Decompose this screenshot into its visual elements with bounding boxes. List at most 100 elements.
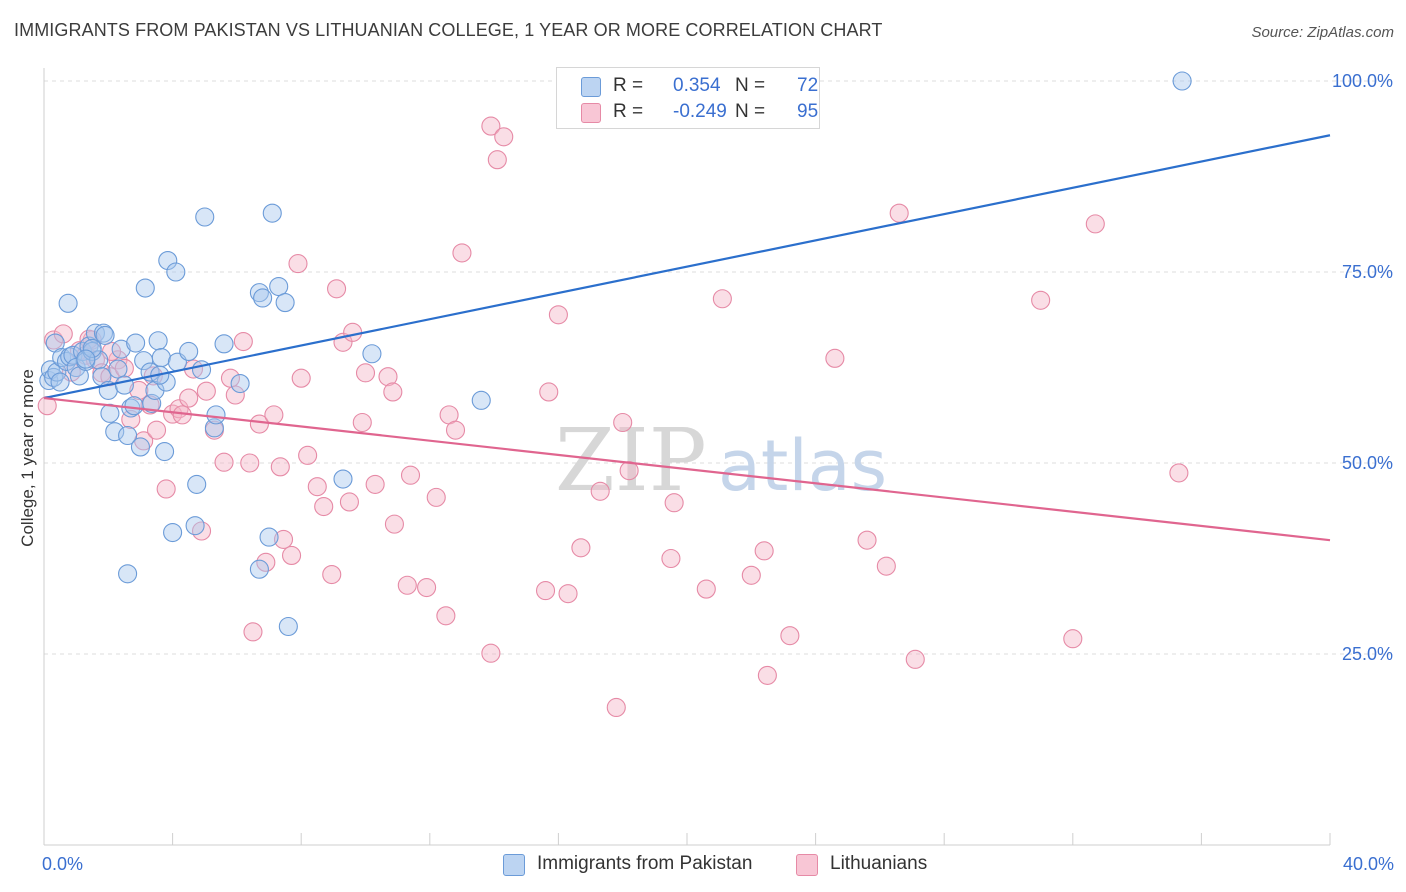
pakistan-point <box>130 437 150 457</box>
lithuanian-point <box>905 649 925 669</box>
lithuanian-point <box>146 420 167 440</box>
pakistan-point <box>275 293 295 313</box>
lithuanians-swatch <box>581 103 601 123</box>
pakistan-points <box>39 71 1192 637</box>
pakistan-point <box>151 348 171 368</box>
lithuanian-point <box>378 367 398 387</box>
lithuanian-point <box>825 348 845 368</box>
lithuanian-point <box>436 606 456 626</box>
pakistan-point <box>179 341 199 362</box>
pakistan-point <box>105 422 125 442</box>
lithuanian-point <box>548 305 568 325</box>
y-tick-label: 25.0% <box>1342 644 1393 664</box>
lithuanian-point <box>273 529 294 549</box>
pakistan-point <box>118 425 138 446</box>
lithuanian-point <box>307 477 327 497</box>
gridlines <box>44 80 1392 655</box>
pakistan-point <box>206 405 226 425</box>
lithuanian-point <box>288 254 308 274</box>
lithuanian-point <box>780 626 800 646</box>
y-tick-label: 50.0% <box>1342 453 1393 473</box>
y-tick-labels: 25.0% 50.0% 75.0% 100.0% <box>1332 71 1393 664</box>
n-label: N = <box>735 101 766 122</box>
pakistan-point <box>50 372 70 392</box>
series-legend: Immigrants from Pakistan Lithuanians <box>0 852 1406 878</box>
lithuanian-point <box>365 474 385 494</box>
pakistan-point <box>155 441 175 462</box>
lithuanian-point <box>291 368 311 388</box>
lithuanian-point <box>233 331 253 352</box>
pakistan-point <box>126 333 146 353</box>
source-label: Source: ZipAtlas.com <box>1251 24 1394 41</box>
lithuanian-point <box>558 584 578 604</box>
pakistan-point <box>124 396 144 416</box>
lithuanian-point <box>494 127 514 147</box>
pakistan-point <box>187 474 207 494</box>
lithuanian-point <box>400 465 421 485</box>
lithuanian-point <box>243 622 263 642</box>
stats-legend: R = 0.354 N = 72 R = -0.249 N = 95 <box>556 67 820 129</box>
pakistan-trendline <box>43 134 1331 400</box>
lithuanian-point <box>661 548 681 569</box>
n-value: 95 <box>797 101 819 122</box>
lithuanian-point <box>741 565 761 585</box>
lithuanian-point <box>481 643 501 663</box>
pakistan-point <box>118 564 138 584</box>
lithuanian-point <box>114 358 134 378</box>
lithuanian-point <box>539 382 559 402</box>
lithuanian-point <box>889 203 909 223</box>
watermark-zip: ZIP <box>555 411 707 511</box>
pakistan-point <box>185 516 205 536</box>
lithuanian-point <box>606 697 626 718</box>
pakistan-legend-swatch <box>503 854 525 876</box>
watermark: ZIP atlas <box>555 411 887 511</box>
r-value: -0.249 <box>673 101 727 122</box>
pakistan-point <box>195 207 215 227</box>
lithuanian-point <box>1063 629 1083 649</box>
x-tick-labels: 0.0% 40.0% <box>42 854 1394 874</box>
lithuanian-point <box>535 581 556 601</box>
pakistan-point <box>166 262 186 282</box>
pakistan-point <box>82 338 102 358</box>
lithuanian-point <box>712 289 732 309</box>
lithuanian-point <box>571 538 591 558</box>
lithuanian-point <box>1085 214 1105 234</box>
pakistan-point <box>135 278 155 298</box>
lithuanian-point <box>298 445 318 465</box>
pakistan-point <box>259 527 279 547</box>
r-value: 0.354 <box>673 75 721 96</box>
lithuanian-point <box>44 330 64 350</box>
chart-title: IMMIGRANTS FROM PAKISTAN VS LITHUANIAN C… <box>14 20 883 40</box>
pakistan-point <box>249 559 269 579</box>
lithuanian-point <box>426 487 446 507</box>
lithuanian-point <box>397 575 417 595</box>
lithuanian-point <box>590 481 610 501</box>
pakistan-point <box>230 373 250 394</box>
lithuanian-point <box>1031 290 1051 310</box>
lithuanian-point <box>383 382 403 402</box>
lithuanian-point <box>191 521 212 541</box>
pakistan-point <box>114 375 134 395</box>
lithuanian-point <box>179 388 199 408</box>
y-tick-label: 100.0% <box>1332 71 1393 91</box>
lithuanians-legend-swatch <box>796 854 818 876</box>
lithuanian-point <box>857 530 877 550</box>
lithuanian-point <box>327 279 347 299</box>
pakistan-point <box>60 347 80 367</box>
r-label: R = <box>613 101 644 122</box>
lithuanian-point <box>156 479 176 499</box>
lithuanian-point <box>343 322 363 342</box>
lithuanian-point <box>481 116 501 136</box>
lithuanian-point <box>417 577 437 598</box>
pakistan-point <box>262 203 282 223</box>
lithuanian-point <box>264 405 284 425</box>
lithuanian-point <box>129 380 149 400</box>
lithuanian-point <box>613 412 633 433</box>
trendlines <box>43 134 1331 542</box>
pakistan-point <box>76 349 96 369</box>
lithuanian-point <box>352 412 372 433</box>
lithuanian-point <box>1169 463 1189 483</box>
pakistan-point <box>158 250 178 271</box>
lithuanian-point <box>696 579 716 599</box>
